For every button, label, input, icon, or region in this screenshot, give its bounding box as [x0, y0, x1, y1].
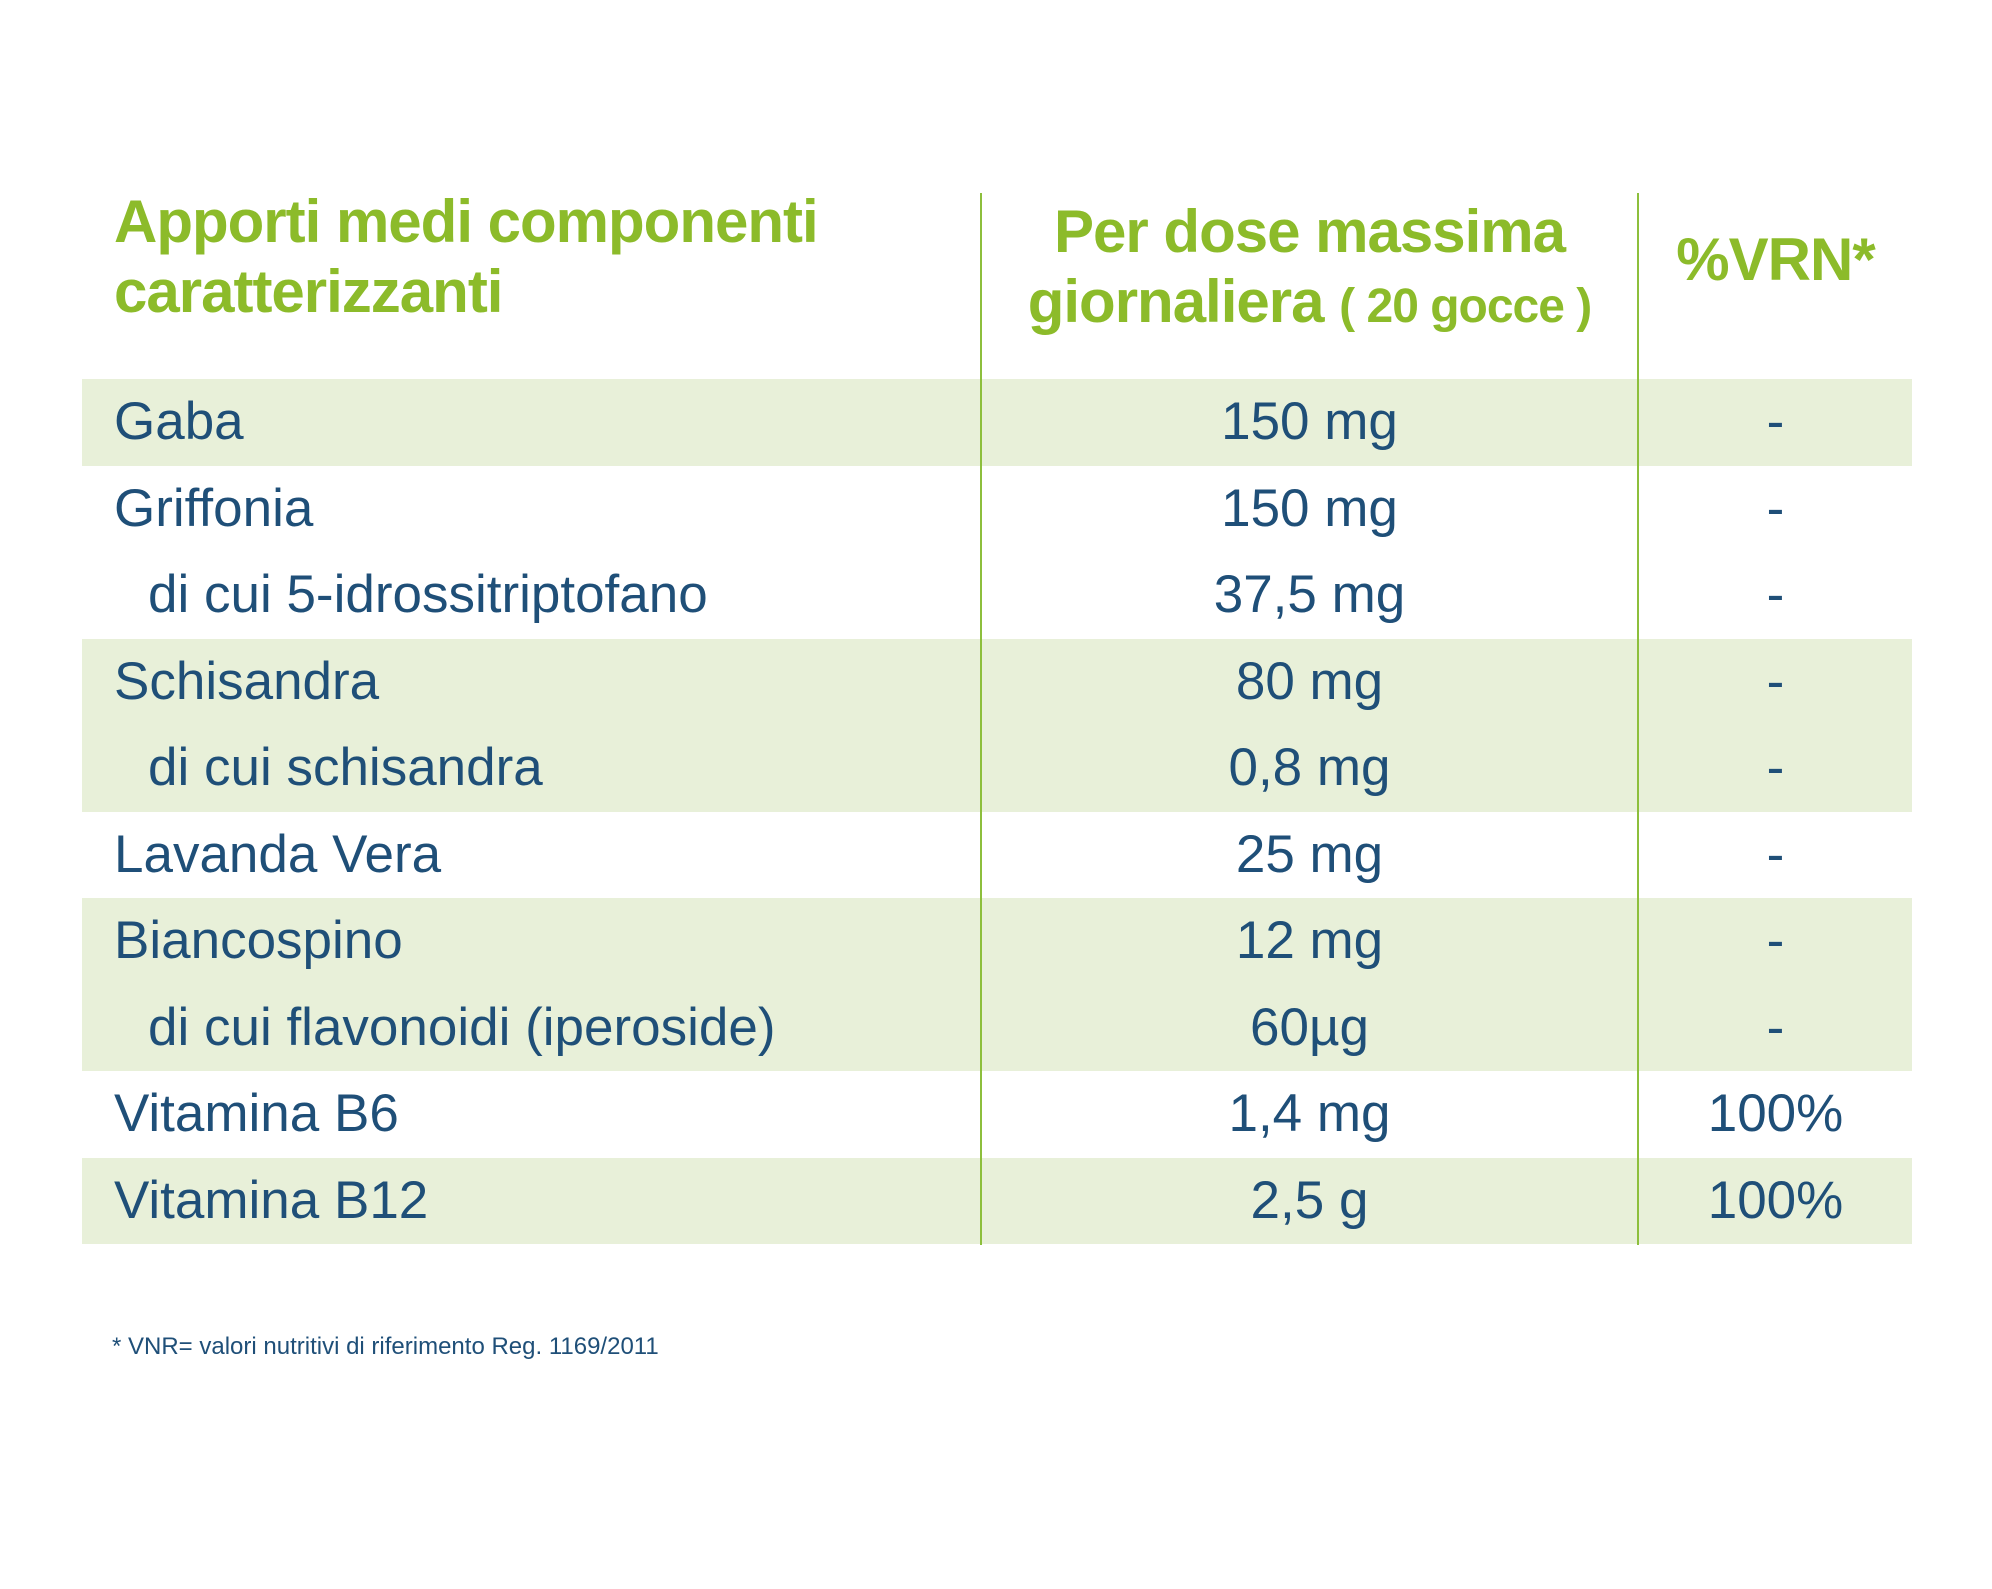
- row-dose-value: 25 mg: [1235, 824, 1384, 884]
- header-dose-drops: ( 20 gocce ): [1339, 280, 1592, 333]
- table-header: Apporti medi componenti caratterizzanti …: [82, 185, 1912, 379]
- nutrition-table: Apporti medi componenti caratterizzanti …: [82, 185, 1912, 1250]
- table-row: di cui 5-idrossitriptofano 37,5 mg -: [82, 552, 1912, 639]
- row-component-name: Gaba: [114, 392, 244, 451]
- column-divider-2: [1637, 193, 1639, 1245]
- row-dose-value: 12 mg: [1235, 911, 1384, 970]
- footnote: * VNR= valori nutritivi di riferimento R…: [112, 1333, 659, 1360]
- row-component-name: Biancospino: [114, 911, 403, 970]
- row-dose-value: 2,5 g: [1250, 1170, 1369, 1230]
- header-components-line2: caratterizzanti: [114, 258, 503, 325]
- table-row: di cui flavonoidi (iperoside) 60µg -: [82, 984, 1912, 1071]
- row-component-name: di cui flavonoidi (iperoside): [148, 997, 776, 1057]
- header-dose-line2-main: giornaliera: [1027, 268, 1325, 335]
- row-dose-value: 1,4 mg: [1228, 1084, 1391, 1143]
- header-dose-line1: Per dose massima: [1054, 198, 1566, 265]
- header-components-line1: Apporti medi componenti: [114, 188, 819, 255]
- table-body: Gaba 150 mg - Griffonia 150 mg - di cui 5-idro…: [82, 379, 1912, 1244]
- row-component-name: di cui schisandra: [148, 738, 543, 797]
- row-vrn-value: -: [1766, 738, 1785, 797]
- row-dose-value: 80 mg: [1235, 651, 1384, 711]
- table-row: Biancospino 12 mg -: [82, 898, 1912, 985]
- row-vrn-value: 100%: [1707, 1084, 1844, 1143]
- row-vrn-value: -: [1766, 824, 1785, 884]
- table-row: Vitamina B6 1,4 mg 100%: [82, 1071, 1912, 1158]
- row-dose-value: 0,8 mg: [1228, 738, 1391, 797]
- row-vrn-value: -: [1766, 911, 1785, 970]
- table-row: Schisandra 80 mg -: [82, 638, 1912, 725]
- row-vrn-value: -: [1766, 392, 1785, 451]
- table-row: di cui schisandra 0,8 mg -: [82, 725, 1912, 812]
- row-dose-value: 60µg: [1250, 997, 1369, 1057]
- table-row: Vitamina B12 2,5 g 100%: [82, 1157, 1912, 1244]
- row-component-name: Griffonia: [114, 478, 314, 538]
- row-dose-value: 150 mg: [1221, 392, 1398, 451]
- table-row: Griffonia 150 mg -: [82, 466, 1912, 553]
- row-component-name: Vitamina B12: [114, 1170, 429, 1230]
- header-vrn: %VRN*: [1676, 226, 1875, 293]
- row-dose-value: 37,5 mg: [1213, 565, 1406, 624]
- row-component-name: Lavanda Vera: [114, 824, 442, 884]
- header-components: Apporti medi componenti caratterizzanti: [114, 187, 954, 327]
- header-dose: Per dose massima giornaliera ( 20 gocce …: [982, 197, 1637, 342]
- row-vrn-value: -: [1766, 478, 1785, 538]
- row-vrn-value: -: [1766, 651, 1785, 711]
- row-component-name: di cui 5-idrossitriptofano: [148, 565, 708, 624]
- row-component-name: Schisandra: [114, 651, 380, 711]
- row-vrn-value: 100%: [1707, 1170, 1844, 1230]
- row-vrn-value: -: [1766, 565, 1785, 624]
- header-dose-line2: giornaliera ( 20 gocce ): [982, 267, 1637, 342]
- row-dose-value: 150 mg: [1221, 478, 1398, 538]
- column-divider-1: [980, 193, 982, 1245]
- row-vrn-value: -: [1766, 997, 1785, 1057]
- row-component-name: Vitamina B6: [114, 1084, 399, 1143]
- table-row: Lavanda Vera 25 mg -: [82, 812, 1912, 899]
- table-row: Gaba 150 mg -: [82, 379, 1912, 466]
